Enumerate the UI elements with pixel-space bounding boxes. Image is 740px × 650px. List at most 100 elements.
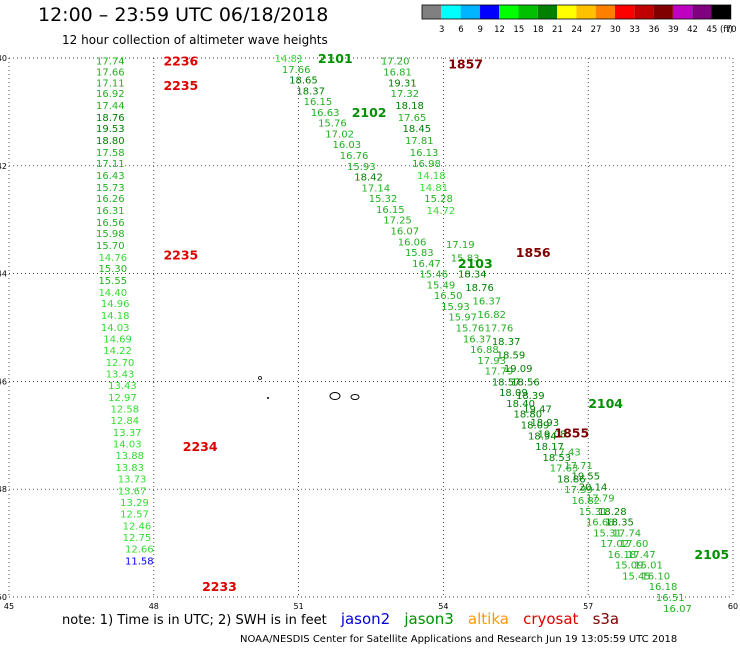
data-point-label: 17.20 [381,57,410,68]
data-point-label: 17.66 [282,65,311,76]
legend-notes: note: 1) Time is in UTC; 2) SWH is in fe… [62,610,621,628]
data-point-label: 14.40 [98,288,127,299]
track-time-label: 1857 [448,56,483,71]
colorbar: 3 6 9 12 15 18 21 24 27 30 33 36 39 42 45 70(ft) [421,4,737,35]
data-point-label: 15.32 [369,194,398,205]
colorbar-label: 36 [649,25,660,35]
colorbar-label: 15 [513,25,524,35]
data-point-label: 17.02 [600,539,629,550]
data-point-label: 15.83 [405,248,434,259]
track-time-label: 2102 [352,105,387,120]
data-point-label: 18.09 [499,388,528,399]
data-point-label: 19.53 [96,124,125,135]
track-time-label: 2234 [183,439,218,454]
data-point-label: 18.57 [492,377,521,388]
data-point-label: 17.74 [96,57,125,68]
data-point-label: 13.73 [118,474,147,485]
data-point-label: 17.76 [485,324,514,335]
data-point-label: 13.37 [113,428,142,439]
data-point-label: 18.65 [289,76,318,87]
data-point-label: 15.76 [456,324,485,335]
data-point-label: 19.47 [523,404,552,415]
data-point-label: 18.18 [395,101,424,112]
data-point-label: 15.55 [98,276,127,287]
colorbar-swatch [479,5,500,19]
data-point-label: 14.81 [275,54,304,65]
colorbar-swatch [518,5,538,19]
colorbar-label: 33 [629,25,640,35]
data-point-label: 15.28 [424,194,453,205]
data-point-label: 16.47 [412,259,441,270]
data-point-label: 19.31 [388,78,417,89]
track-time-label: 2233 [202,579,237,594]
data-point-label: 16.37 [463,334,492,345]
data-point-label: 16.43 [96,171,125,182]
data-point-label: 18.80 [96,136,125,147]
data-point-label: 11.58 [125,556,154,567]
data-point-label: 16.92 [96,89,125,100]
data-point-label: 17.58 [96,148,125,159]
data-point-label: 13.67 [118,486,147,497]
colorbar-label: 6 [458,25,463,35]
data-point-label: 16.18 [608,550,637,561]
data-point-label: 16.68 [586,518,615,529]
data-point-label: 18.09 [521,421,550,432]
data-point-label: 20.14 [579,483,608,494]
island-outline [350,394,360,400]
series-cryosat: 17.7417.6617.1116.9217.4418.7619.5318.80… [96,57,154,568]
colorbar-label: 9 [478,25,483,35]
data-point-label: 18.94 [528,431,557,442]
island-outline [267,397,269,399]
data-point-label: 16.63 [311,108,340,119]
data-point-label: 14.18 [417,171,446,182]
x-tick-label: 54 [438,602,448,611]
data-point-label: 16.15 [304,97,333,108]
x-tick-label: 60 [728,602,738,611]
legend-jason3: jason3 [404,610,454,628]
colorbar-swatch [615,5,635,19]
data-point-label: 16.51 [656,593,685,604]
series-jason3: 14.8117.6618.6518.3716.1516.6315.7617.02… [275,54,651,582]
data-point-label: 16.15 [376,205,405,216]
legend-altika: altika [467,610,509,628]
data-point-label: 18.28 [598,507,627,518]
colorbar-label: 45 [706,25,717,35]
data-point-label: 18.39 [516,391,545,402]
data-point-label: 15.01 [634,561,663,572]
colorbar-label: 27 [591,25,602,35]
data-point-label: 13.88 [115,451,144,462]
data-point-label: 16.37 [473,297,502,308]
data-point-label: 14.22 [103,346,132,357]
data-point-label: 12.84 [111,416,140,427]
data-point-label: 18.93 [530,418,559,429]
data-point-label: 18.56 [511,377,540,388]
colorbar-swatch [537,5,558,19]
data-point-label: 16.26 [96,194,125,205]
colorbar-swatch [422,5,442,19]
credit-line: NOAA/NESDIS Center for Satellite Applica… [240,634,678,645]
data-point-label: 14.69 [103,334,132,345]
data-point-label: 17.81 [405,136,434,147]
colorbar-swatch [692,5,712,19]
data-point-label: 18.86 [557,474,586,485]
data-point-label: 15.09 [615,561,644,572]
data-point-label: 17.66 [96,67,125,78]
data-point-label: 16.88 [470,345,499,356]
data-point-label: 16.50 [434,291,463,302]
colorbar-label: 42 [687,25,698,35]
chart-subtitle: 12 hour collection of altimeter wave hei… [62,33,328,47]
data-point-label: 16.07 [663,604,692,612]
data-point-label: 15.30 [98,264,127,275]
y-tick-label: -46 [0,377,7,386]
data-point-label: 19.55 [571,472,600,483]
data-point-label: 16.81 [383,67,412,78]
data-point-label: 16.18 [649,582,678,593]
data-point-label: 14.03 [101,323,130,334]
track-time-label: 2105 [694,547,729,562]
data-point-label: 15.31 [593,528,622,539]
data-point-label: 15.97 [448,313,477,324]
data-point-label: 17.02 [325,129,354,140]
data-point-label: 16.06 [398,237,427,248]
data-point-label: 14.03 [113,439,142,450]
data-point-label: 13.29 [120,498,149,509]
